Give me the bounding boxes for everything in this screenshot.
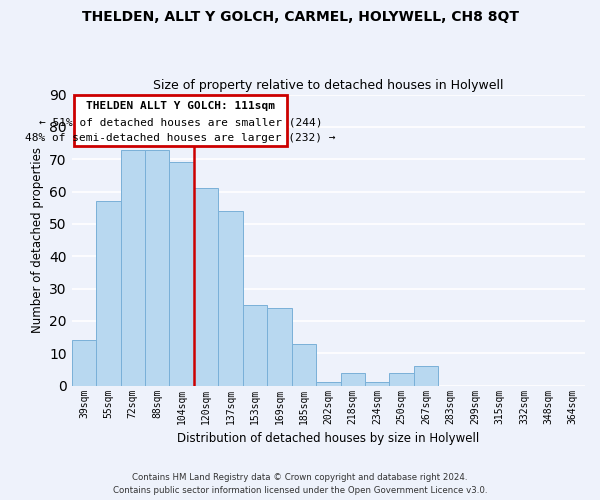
Bar <box>194 188 218 386</box>
Title: Size of property relative to detached houses in Holywell: Size of property relative to detached ho… <box>153 79 503 92</box>
Bar <box>72 340 96 386</box>
Bar <box>389 372 414 386</box>
Bar <box>316 382 341 386</box>
Bar <box>292 344 316 386</box>
Bar <box>365 382 389 386</box>
Text: 48% of semi-detached houses are larger (232) →: 48% of semi-detached houses are larger (… <box>25 133 336 143</box>
Bar <box>414 366 439 386</box>
Text: THELDEN, ALLT Y GOLCH, CARMEL, HOLYWELL, CH8 8QT: THELDEN, ALLT Y GOLCH, CARMEL, HOLYWELL,… <box>82 10 518 24</box>
Bar <box>267 308 292 386</box>
Bar <box>341 372 365 386</box>
Bar <box>96 202 121 386</box>
Text: THELDEN ALLT Y GOLCH: 111sqm: THELDEN ALLT Y GOLCH: 111sqm <box>86 101 275 111</box>
Y-axis label: Number of detached properties: Number of detached properties <box>31 147 44 333</box>
Bar <box>169 162 194 386</box>
Bar <box>121 150 145 386</box>
Bar <box>218 211 243 386</box>
FancyBboxPatch shape <box>74 94 287 146</box>
Bar <box>243 305 267 386</box>
Text: ← 51% of detached houses are smaller (244): ← 51% of detached houses are smaller (24… <box>39 117 322 127</box>
Bar <box>145 150 169 386</box>
Text: Contains HM Land Registry data © Crown copyright and database right 2024.
Contai: Contains HM Land Registry data © Crown c… <box>113 474 487 495</box>
X-axis label: Distribution of detached houses by size in Holywell: Distribution of detached houses by size … <box>177 432 479 445</box>
